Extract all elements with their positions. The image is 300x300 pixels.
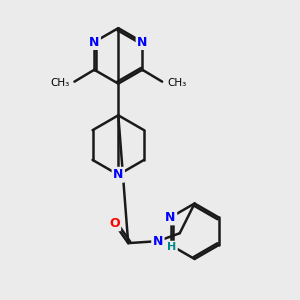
Text: N: N bbox=[89, 35, 100, 49]
Text: N: N bbox=[153, 235, 163, 248]
Text: N: N bbox=[113, 168, 124, 181]
Text: N: N bbox=[137, 35, 148, 49]
Text: CH₃: CH₃ bbox=[50, 78, 70, 88]
Text: CH₃: CH₃ bbox=[167, 78, 186, 88]
Text: H: H bbox=[167, 242, 176, 252]
Text: O: O bbox=[109, 217, 120, 230]
Text: N: N bbox=[165, 211, 176, 224]
